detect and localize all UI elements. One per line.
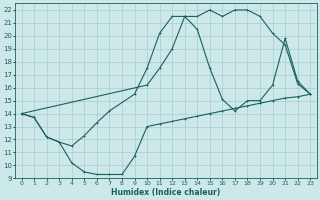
X-axis label: Humidex (Indice chaleur): Humidex (Indice chaleur) (111, 188, 220, 197)
